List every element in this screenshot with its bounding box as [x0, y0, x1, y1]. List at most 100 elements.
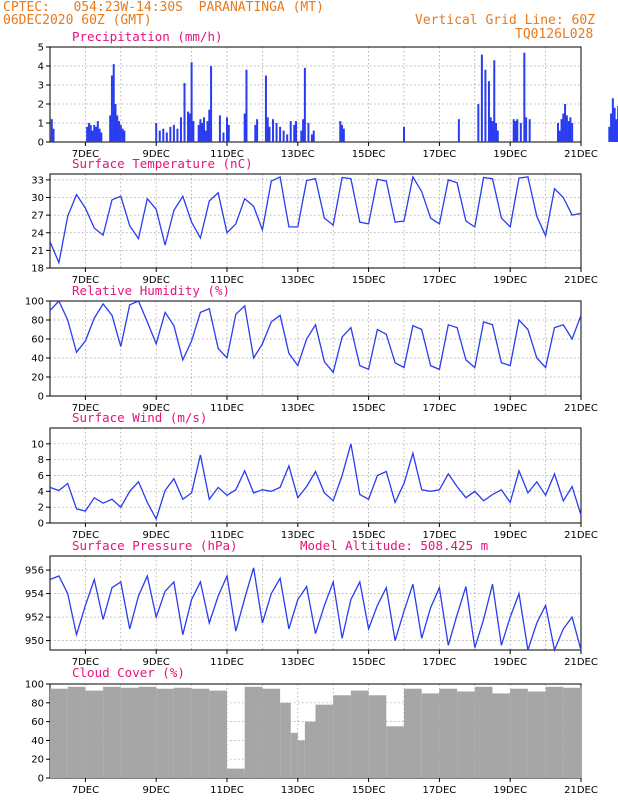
- cloud-bar: [492, 693, 511, 778]
- precip-bar: [52, 128, 55, 142]
- precip-bar: [256, 119, 259, 142]
- model-altitude-label: Model Altitude: 508.425 m: [300, 538, 488, 553]
- pressure-title: Surface Pressure (hPa): [72, 538, 238, 553]
- y-tick-label: 0: [38, 519, 44, 530]
- precip-bar: [489, 117, 492, 142]
- precip-bar: [286, 134, 289, 142]
- precip-bar: [613, 107, 616, 142]
- precip-bar: [275, 123, 278, 142]
- series-line: [49, 175, 582, 265]
- precipitation-title: Precipitation (mm/h): [72, 29, 223, 44]
- precip-bar: [512, 119, 515, 142]
- precip-bar: [119, 124, 122, 142]
- y-tick-label: 4: [38, 487, 44, 498]
- y-tick-label: 6: [38, 471, 44, 482]
- precip-bar: [243, 113, 246, 142]
- wind-panel: Surface Wind (m/s) 0 2 4 6 8 10 7DEC 9DEC 11DEC 1…: [31, 410, 598, 541]
- y-tick-label: 21: [31, 246, 44, 257]
- precip-bar: [197, 124, 200, 142]
- precip-bar: [218, 115, 221, 142]
- wind-title: Surface Wind (m/s): [72, 410, 207, 425]
- cloud-bar: [527, 691, 546, 778]
- x-tick-label: 7DEC: [72, 275, 99, 286]
- x-tick-label: 11DEC: [210, 149, 244, 160]
- precip-bar: [188, 113, 191, 142]
- precip-bar: [266, 117, 269, 142]
- cloud-bar: [173, 687, 192, 778]
- cloud-bar: [297, 740, 305, 778]
- precip-bar: [519, 123, 522, 142]
- precip-bar: [303, 67, 306, 142]
- x-tick-label: 11DEC: [210, 530, 244, 541]
- precip-bar: [86, 126, 89, 142]
- cloud-bar: [350, 690, 369, 778]
- precip-bar: [293, 124, 296, 142]
- pressure-panel: Surface Pressure (hPa) Model Altitude: 5…: [25, 538, 598, 668]
- precip-bar: [484, 69, 487, 142]
- y-tick-label: 0: [38, 774, 44, 785]
- precip-bar: [109, 115, 112, 142]
- run-date-label: 06DEC2020 60Z (GMT): [3, 13, 152, 28]
- precip-bar: [477, 104, 480, 142]
- cloud-bar: [315, 704, 334, 778]
- precip-bar: [172, 124, 175, 142]
- cloud-bar: [85, 690, 104, 778]
- x-tick-label: 21DEC: [564, 530, 598, 541]
- cloud-bar: [67, 686, 86, 778]
- precip-bar: [495, 123, 498, 142]
- y-tick-label: 3: [38, 81, 44, 92]
- cloud-bar: [290, 732, 298, 778]
- x-tick-label: 9DEC: [143, 530, 170, 541]
- x-tick-label: 21DEC: [564, 403, 598, 414]
- precip-bar: [155, 123, 158, 142]
- x-tick-label: 15DEC: [352, 275, 386, 286]
- x-tick-label: 13DEC: [281, 530, 315, 541]
- x-tick-label: 11DEC: [210, 785, 244, 796]
- precip-bar: [204, 130, 207, 142]
- precip-bar: [560, 119, 563, 142]
- precip-bar: [227, 124, 230, 142]
- x-tick-label: 21DEC: [564, 275, 598, 286]
- precip-bar: [179, 117, 182, 142]
- x-tick-label: 17DEC: [423, 785, 457, 796]
- run-code-label: TQ0126L028: [515, 27, 594, 42]
- precip-bar: [615, 119, 618, 142]
- cloud-bar: [421, 693, 440, 778]
- y-tick-label: 952: [25, 613, 44, 624]
- precip-bar: [558, 130, 561, 142]
- x-tick-label: 19DEC: [493, 785, 527, 796]
- x-tick-label: 15DEC: [352, 657, 386, 668]
- precip-bar: [493, 60, 496, 142]
- precip-bar: [162, 128, 165, 142]
- cloud-bar: [280, 702, 291, 778]
- precip-bar: [199, 119, 202, 142]
- x-tick-label: 19DEC: [493, 149, 527, 160]
- precip-bar: [282, 130, 285, 142]
- precip-bar: [403, 126, 405, 142]
- precip-bar: [254, 124, 257, 142]
- cloud-bar: [50, 688, 68, 778]
- precip-bar: [268, 126, 271, 142]
- x-tick-label: 13DEC: [281, 275, 315, 286]
- cloud-bar: [244, 686, 263, 778]
- precip-bar: [608, 126, 611, 142]
- cloud-bar: [563, 687, 581, 778]
- x-tick-label: 21DEC: [564, 149, 598, 160]
- y-tick-label: 20: [31, 373, 44, 384]
- precip-bar: [571, 123, 574, 142]
- precip-bar: [487, 81, 490, 142]
- x-tick-label: 15DEC: [352, 403, 386, 414]
- precip-bar: [525, 117, 528, 142]
- cloud-bar: [404, 688, 422, 778]
- x-tick-label: 7DEC: [72, 149, 99, 160]
- y-tick-label: 27: [31, 211, 44, 222]
- precip-bar: [210, 66, 213, 142]
- grid-line-note: Vertical Grid Line: 60Z: [415, 13, 596, 28]
- cloud-bar: [191, 688, 210, 778]
- y-tick-label: 100: [25, 297, 44, 308]
- precip-bar: [95, 126, 98, 142]
- cloud-bar: [474, 686, 493, 778]
- precip-bar: [300, 130, 303, 142]
- x-tick-label: 13DEC: [281, 657, 315, 668]
- precip-bar: [264, 75, 267, 142]
